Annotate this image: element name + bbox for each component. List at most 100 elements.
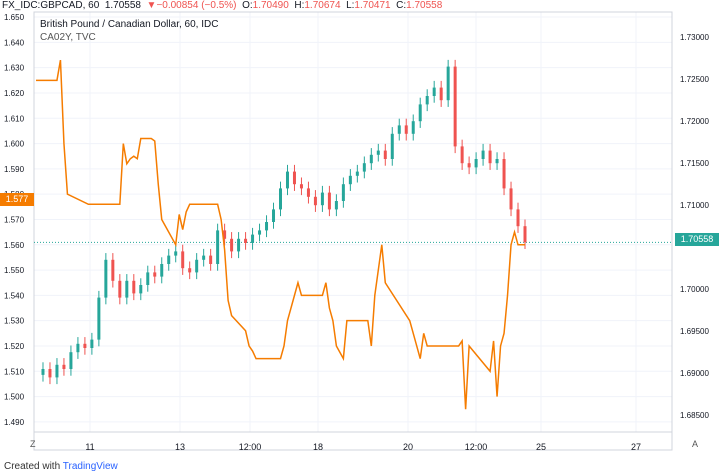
right-tick-label: 1.71000 <box>680 201 709 210</box>
candle-body <box>188 268 192 273</box>
legend-study: CA02Y, TVC <box>40 32 96 43</box>
candle-body <box>209 255 213 264</box>
candle-body <box>97 297 101 340</box>
candle-body <box>383 150 387 159</box>
close-value: 1.70558 <box>406 0 443 11</box>
x-tick-label: 27 <box>631 442 641 452</box>
tradingview-logo[interactable]: TradingView <box>62 461 118 472</box>
study-line <box>36 59 525 410</box>
candle-body <box>327 192 331 210</box>
left-tick-label: 1.540 <box>4 291 25 300</box>
left-tick-label: 1.500 <box>4 393 25 402</box>
candle-body <box>446 66 450 101</box>
right-tick-label: 1.69500 <box>680 327 709 336</box>
open-value: 1.70490 <box>252 0 289 11</box>
candle-body <box>69 352 73 369</box>
candle-body <box>76 343 80 353</box>
last-price-tag: 1.70558 <box>675 233 719 246</box>
candle-body <box>523 226 527 243</box>
candle-body <box>111 259 115 281</box>
candle-body <box>230 238 234 252</box>
symbol-header: FX_IDC:GBPCAD, 60 1.70558 ▼−0.00854 (−0.… <box>0 0 723 12</box>
candle-body <box>153 272 157 277</box>
x-tick-label: 12:00 <box>239 442 262 452</box>
candle-body <box>285 171 289 189</box>
candle-body <box>41 369 45 375</box>
zoom-button[interactable]: Z <box>30 439 36 449</box>
candle-body <box>251 234 255 243</box>
left-tick-label: 1.570 <box>4 215 25 224</box>
right-tick-label: 1.72000 <box>680 117 709 126</box>
candle-body <box>139 285 143 294</box>
candle-body <box>174 251 178 256</box>
symbol-label: FX_IDC:GBPCAD, 60 <box>2 0 100 11</box>
candle-body <box>195 259 199 273</box>
right-tick-label: 1.72500 <box>680 75 709 84</box>
chart-legend: British Pound / Canadian Dollar, 60, IDC… <box>40 18 218 44</box>
candle-body <box>467 163 471 168</box>
left-tick-label: 1.620 <box>4 89 25 98</box>
candle-body <box>167 255 171 264</box>
candle-body <box>299 184 303 189</box>
candle-body <box>390 133 394 159</box>
left-tick-label: 1.610 <box>4 114 25 123</box>
candle-body <box>237 238 241 252</box>
candle-body <box>132 280 136 294</box>
left-tick-label: 1.630 <box>4 64 25 73</box>
candle-body <box>397 125 401 134</box>
candle-body <box>104 259 108 298</box>
left-tick-label: 1.590 <box>4 165 25 174</box>
left-tick-label: 1.510 <box>4 367 25 376</box>
low-label: L: <box>346 0 355 11</box>
candle-body <box>279 188 282 210</box>
candle-body <box>453 66 457 147</box>
right-tick-label: 1.68500 <box>680 411 709 420</box>
x-tick-label: 18 <box>313 442 323 452</box>
candle-body <box>62 364 66 369</box>
high-label: H: <box>294 0 305 11</box>
candle-body <box>509 188 513 210</box>
candle-body <box>48 369 52 378</box>
chart-series <box>34 59 672 410</box>
left-tick-label: 1.490 <box>4 418 25 427</box>
candle-body <box>272 209 276 222</box>
close-label: C: <box>396 0 407 11</box>
candle-body <box>90 339 94 348</box>
candle-body <box>516 209 520 227</box>
candle-body <box>474 159 478 168</box>
created-with-label: Created with <box>4 461 61 472</box>
candle-body <box>355 171 359 176</box>
right-tick-label: 1.73000 <box>680 33 709 42</box>
candle-body <box>292 171 296 185</box>
candle-body <box>439 87 443 101</box>
candle-body <box>348 175 352 185</box>
candle-body <box>334 201 338 210</box>
x-tick-label: 12:00 <box>465 442 488 452</box>
left-tick-label: 1.640 <box>4 38 25 47</box>
candle-body <box>362 163 366 172</box>
candle-body <box>369 154 373 164</box>
candle-body <box>502 159 506 189</box>
candle-body <box>223 230 227 239</box>
candle-body <box>418 104 422 122</box>
candle-body <box>313 196 317 206</box>
candle-body <box>404 125 408 134</box>
candle-body <box>55 364 59 378</box>
candle-body <box>320 192 324 206</box>
price-change: ▼−0.00854 (−0.5%) <box>146 0 237 11</box>
right-tick-label: 1.69000 <box>680 369 709 378</box>
chart-grid <box>34 12 672 432</box>
candle-body <box>411 121 415 134</box>
candle-body <box>265 222 269 231</box>
x-tick-label: 13 <box>175 442 185 452</box>
candle-body <box>83 343 87 348</box>
candle-body <box>216 230 220 264</box>
chart-axes: 11 13 12:00 18 20 12:00 25 27 1.650 1.640 1.630 1.6… <box>4 11 709 452</box>
plot-frame <box>33 11 673 451</box>
last-price: 1.70558 <box>104 0 141 11</box>
auto-scale-button[interactable]: A <box>692 439 699 449</box>
candle-body <box>258 230 262 235</box>
left-tick-label: 1.650 <box>4 13 25 22</box>
open-label: O: <box>242 0 253 11</box>
